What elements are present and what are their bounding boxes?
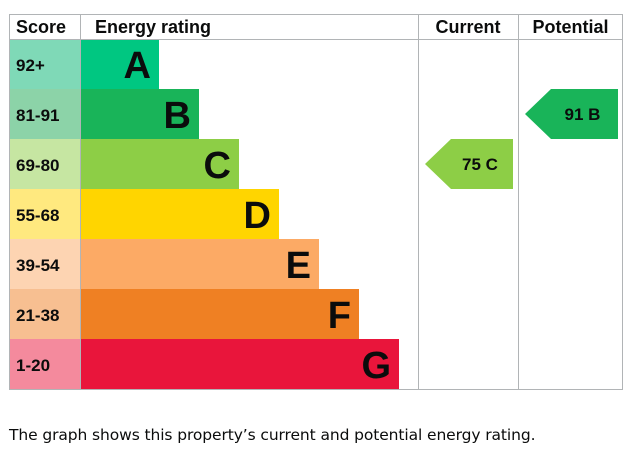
header-current: Current — [435, 17, 500, 37]
epc-chart: 92+ A 81-91 B 69-80 C 55-68 D 39-54 E 21-38 F 1-20 G S… — [9, 14, 623, 390]
score-cell-g — [9, 339, 80, 389]
band-bar-c — [80, 139, 239, 189]
score-range-c: 69-80 — [16, 156, 59, 175]
header-potential: Potential — [532, 17, 608, 37]
score-cell-d — [9, 189, 80, 239]
header-score: Score — [16, 17, 66, 37]
score-cell-f — [9, 289, 80, 339]
current-arrow — [425, 139, 513, 189]
header-energy-rating: Energy rating — [95, 17, 211, 37]
score-range-e: 39-54 — [16, 256, 60, 275]
band-letter-g: G — [361, 345, 391, 387]
score-cell-c — [9, 139, 80, 189]
score-range-g: 1-20 — [16, 356, 50, 375]
score-range-f: 21-38 — [16, 306, 59, 325]
chart-caption: The graph shows this property’s current … — [9, 426, 536, 444]
score-cell-a — [9, 39, 80, 89]
band-letter-c: C — [204, 145, 231, 187]
score-range-b: 81-91 — [16, 106, 59, 125]
band-letter-f: F — [328, 295, 351, 337]
score-range-d: 55-68 — [16, 206, 59, 225]
band-bar-g — [80, 339, 399, 389]
band-letter-d: D — [244, 195, 271, 237]
band-bar-f — [80, 289, 359, 339]
score-cell-b — [9, 89, 80, 139]
potential-rating-label: 91 B — [565, 105, 601, 124]
band-bar-e — [80, 239, 319, 289]
band-bar-b — [80, 89, 199, 139]
band-letter-e: E — [286, 245, 311, 287]
band-letter-b: B — [164, 95, 191, 137]
score-range-a: 92+ — [16, 56, 45, 75]
band-letter-a: A — [124, 45, 151, 87]
band-bar-a — [80, 39, 159, 89]
potential-arrow — [525, 89, 618, 139]
band-bar-d — [80, 189, 279, 239]
score-cell-e — [9, 239, 80, 289]
current-rating-label: 75 C — [462, 155, 498, 174]
